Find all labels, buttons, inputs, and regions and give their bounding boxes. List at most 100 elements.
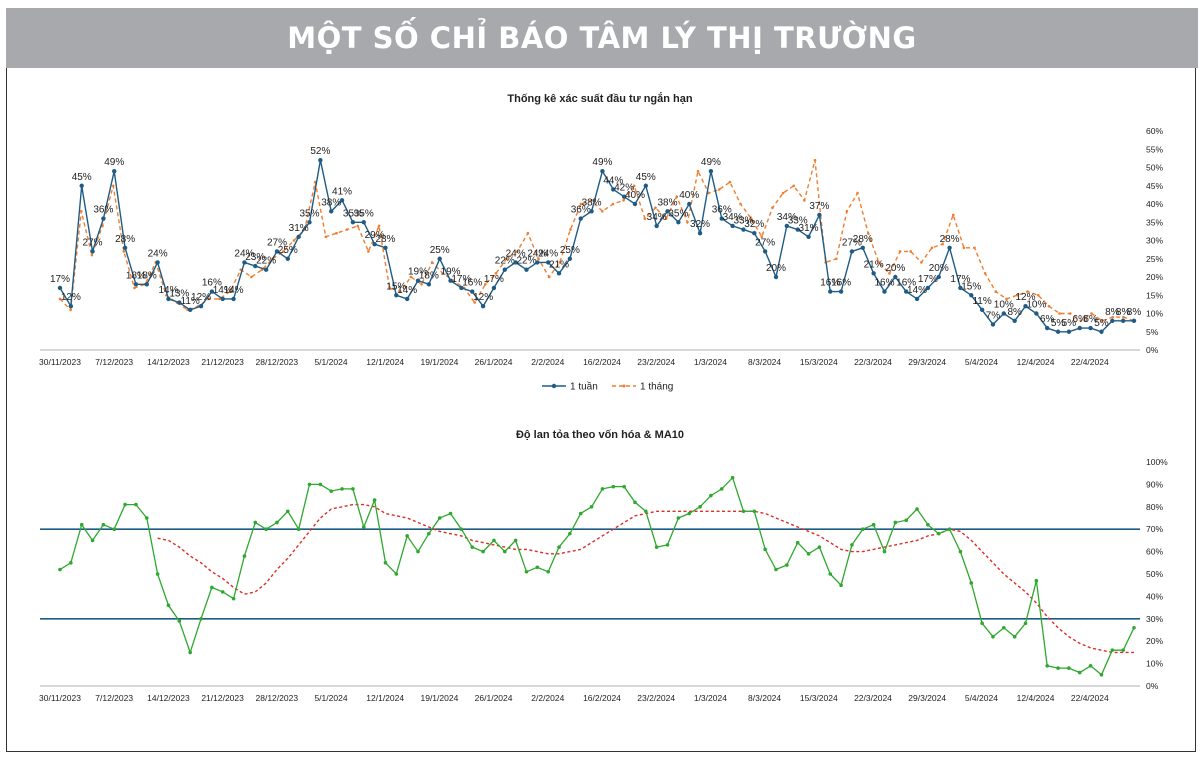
series-1-tuan-point (828, 289, 833, 294)
breadth-point (210, 585, 214, 590)
series-1-tuan-data-label: 11% (972, 296, 991, 307)
chart1-y-tick: 45% (1146, 181, 1163, 191)
series-1-tuan-point (752, 231, 757, 236)
series-1-thang-point (739, 202, 742, 206)
breadth-point (969, 581, 974, 585)
series-1-tuan-point (838, 289, 844, 294)
series-1-thang-point (813, 158, 817, 162)
series-1-tuan-point (784, 223, 790, 229)
chart1-x-tick: 7/12/2023 (95, 357, 133, 367)
breadth-point (752, 509, 757, 514)
breadth-point (633, 500, 637, 505)
series-1-tuan-data-label: 33% (788, 216, 808, 227)
page-title: MỘT SỐ CHỈ BÁO TÂM LÝ THỊ TRƯỜNG (287, 21, 917, 55)
series-1-thang-point (111, 184, 115, 188)
series-1-thang-point (1026, 290, 1029, 293)
series-1-thang-point (579, 202, 583, 206)
breadth-point (882, 549, 887, 554)
legend-1-thang-label: 1 tháng (640, 382, 673, 393)
series-1-tuan-point (307, 220, 312, 225)
series-1-tuan-point (979, 307, 985, 313)
breadth-point (1067, 666, 1071, 670)
chart1-x-tick: 8/3/2024 (748, 357, 781, 367)
series-1-tuan-data-label: 16% (896, 278, 916, 289)
series-1-tuan-data-label: 17% (50, 274, 70, 285)
series-1-tuan-data-label: 12% (473, 292, 493, 303)
chart1-x-tick: 15/3/2024 (800, 357, 838, 367)
series-1-thang-point (834, 257, 838, 261)
breadth-point (459, 527, 464, 531)
series-1-tuan-data-label: 21% (549, 259, 569, 270)
series-1-thang-point (717, 188, 721, 191)
series-1-tuan-point (155, 260, 160, 265)
breadth-point (1088, 664, 1093, 668)
series-1-tuan-data-label: 24% (234, 248, 254, 259)
breadth-point (155, 572, 160, 576)
chart2-x-tick: 21/12/2023 (201, 693, 244, 703)
series-1-thang-point (643, 217, 647, 220)
chart1-x-tick: 1/3/2024 (694, 357, 727, 367)
series-1-tuan-data-label: 35% (354, 208, 374, 219)
series-1-tuan-data-label: 15% (386, 281, 406, 292)
chart1-x-tick: 28/12/2023 (256, 357, 299, 367)
breadth-point (361, 525, 366, 529)
series-1-tuan-data-label: 7% (986, 310, 1001, 321)
breadth-point (600, 487, 605, 491)
series-1-tuan-point (513, 260, 518, 265)
series-1-thang-point (388, 286, 391, 290)
breadth-point (513, 538, 518, 543)
series-1-thang-point (505, 257, 508, 261)
series-1-thang-point (282, 250, 285, 253)
chart1-y-tick: 30% (1146, 236, 1163, 246)
chart1-y-tick: 40% (1146, 199, 1163, 209)
series-1-tuan-data-label: 40% (679, 190, 699, 201)
breadth-point (687, 511, 692, 516)
series-1-thang-point (420, 283, 423, 286)
series-1-tuan-point (253, 263, 258, 269)
breadth-point (1056, 666, 1060, 670)
series-1-tuan-data-label: 38% (582, 197, 602, 208)
legend-1-tuan-label: 1 tuần (570, 381, 598, 393)
series-1-tuan-point (231, 296, 236, 302)
breadth-point (795, 540, 800, 545)
series-1-tuan-point (68, 304, 74, 309)
series-1-tuan-data-label: 6% (1083, 314, 1098, 325)
series-1-thang-point (771, 206, 774, 209)
series-1-tuan-point (806, 234, 811, 240)
chart1-y-tick: 50% (1146, 163, 1163, 173)
series-1-thang-point (675, 195, 679, 198)
chart2-x-tick: 5/1/2024 (314, 693, 347, 703)
breadth-point (578, 511, 583, 516)
series-1-tuan-point (263, 267, 269, 272)
series-1-thang-point (324, 235, 328, 239)
series-1-tuan-point (318, 158, 323, 163)
series-1-tuan-data-label: 12% (61, 292, 81, 303)
breadth-point (1002, 625, 1006, 630)
series-1-tuan-data-label: 45% (72, 172, 92, 183)
series-1-thang-point (760, 235, 764, 239)
series-1-thang-point (515, 250, 519, 253)
series-1-thang-point (707, 191, 710, 195)
chart2-x-tick: 16/2/2024 (583, 693, 621, 703)
breadth-point (904, 518, 908, 523)
breadth-point (741, 509, 746, 514)
series-1-tuan-point (643, 183, 649, 188)
breadth-point (199, 617, 203, 621)
series-1-tuan-data-label: 24% (506, 248, 526, 259)
series-1-tuan-data-label: 25% (560, 245, 580, 256)
series-1-tuan-point (57, 285, 63, 291)
series-1-tuan-data-label: 36% (93, 205, 113, 216)
series-1-thang-point (1090, 312, 1093, 315)
series-1-thang-point (1100, 319, 1104, 323)
breadth-point (502, 549, 507, 554)
breadth-point (698, 505, 702, 509)
breadth-point (980, 621, 984, 626)
series-1-tuan-line (59, 160, 1134, 333)
series-1-tuan-data-label: 5% (1094, 318, 1109, 329)
series-1-tuan-data-label: 12% (191, 292, 211, 303)
chart2-x-tick: 23/2/2024 (637, 693, 675, 703)
series-1-tuan-point (665, 209, 670, 214)
series-1-thang-point (601, 210, 604, 213)
series-1-tuan-point (459, 285, 464, 291)
series-1-tuan-data-label: 34% (647, 212, 667, 223)
